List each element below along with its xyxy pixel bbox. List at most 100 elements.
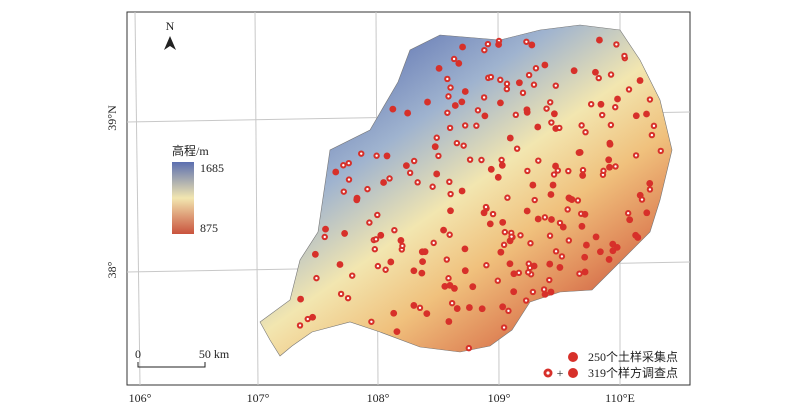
sample-point (526, 271, 530, 274)
sample-point (529, 242, 532, 245)
sample-point (342, 164, 345, 167)
sample-point (537, 159, 540, 162)
sample-point (448, 180, 451, 184)
sample-point (341, 230, 349, 237)
sample-point (433, 170, 441, 178)
sample-point (546, 260, 554, 268)
sample-point (480, 158, 483, 162)
sample-point (643, 110, 650, 118)
sample-point (387, 258, 395, 266)
sample-point (390, 309, 398, 317)
sample-point (541, 291, 549, 298)
legend-label: 319个样方调查点 (588, 365, 678, 380)
sample-point (446, 281, 454, 289)
sample-point (527, 262, 530, 265)
sample-point (461, 267, 469, 275)
sample-point (547, 191, 555, 198)
sample-point (643, 209, 651, 217)
sample-point (527, 73, 531, 77)
sample-point (489, 75, 493, 79)
sample-point (346, 296, 350, 300)
sample-point (636, 191, 644, 199)
sample-point (446, 111, 449, 114)
sample-point (311, 250, 319, 258)
sample-point (632, 231, 640, 239)
sample-point (514, 113, 518, 117)
sample-point (547, 288, 555, 296)
sample-point (597, 100, 605, 108)
sample-point (497, 248, 505, 256)
sample-point (485, 264, 488, 267)
sample-point (601, 113, 604, 117)
sample-point (465, 304, 473, 311)
sample-point (601, 173, 605, 176)
sample-point (447, 95, 450, 98)
sample-point (494, 173, 502, 181)
sample-point (384, 268, 387, 271)
sample-point (605, 156, 613, 164)
sample-point (533, 198, 536, 202)
sample-point (596, 36, 603, 44)
sample-point (554, 250, 558, 253)
sample-point (402, 162, 410, 170)
sample-point (380, 179, 387, 186)
sample-point (447, 207, 454, 215)
sample-point (484, 205, 488, 209)
sample-point (627, 88, 631, 91)
sample-point (652, 124, 656, 128)
sample-point (632, 112, 640, 120)
sample-point (606, 140, 614, 148)
sample-point (418, 248, 426, 256)
sample-point (478, 305, 486, 313)
longitude-label: 109° (488, 391, 511, 405)
sample-point (506, 196, 509, 199)
sample-point (397, 237, 405, 244)
sample-point (583, 241, 590, 249)
sample-point (570, 67, 578, 75)
scale-start: 0 (135, 347, 141, 361)
sample-point (623, 54, 626, 58)
sample-point (448, 126, 452, 130)
sample-point (614, 106, 617, 109)
sample-point (431, 185, 434, 188)
sample-point (605, 256, 613, 263)
sample-point (418, 306, 422, 310)
sample-point (550, 110, 558, 118)
sample-point (499, 303, 507, 311)
sample-point (366, 187, 369, 191)
sample-point (579, 172, 587, 179)
sample-point (543, 216, 547, 219)
sample-point (503, 230, 507, 234)
sample-point (576, 199, 580, 202)
sample-point (567, 239, 571, 242)
sample-point (437, 154, 440, 158)
sample-point (626, 212, 630, 215)
sample-point (502, 243, 506, 247)
sample-point (347, 161, 350, 165)
sample-point (510, 288, 518, 296)
sample-point (548, 216, 555, 223)
sample-point (486, 42, 490, 46)
sample-point (339, 292, 343, 296)
sample-point (368, 221, 371, 224)
sample-point (614, 165, 617, 168)
sample-point (441, 282, 449, 290)
sample-point (517, 271, 521, 275)
sample-point (609, 73, 613, 76)
sample-point (581, 210, 589, 218)
longitude-label: 110°E (605, 391, 635, 405)
sample-point (523, 106, 531, 114)
sample-point (521, 91, 525, 95)
sample-point (505, 82, 509, 86)
sample-point (450, 301, 454, 305)
sample-point (496, 279, 499, 282)
legend-label: 250个土样采集点 (588, 349, 678, 364)
sample-point (581, 168, 585, 172)
sample-point (486, 220, 494, 228)
sample-point (640, 198, 644, 201)
sample-point (455, 141, 459, 145)
sample-point (404, 109, 412, 117)
sample-point (481, 112, 489, 120)
sample-point (297, 295, 304, 303)
